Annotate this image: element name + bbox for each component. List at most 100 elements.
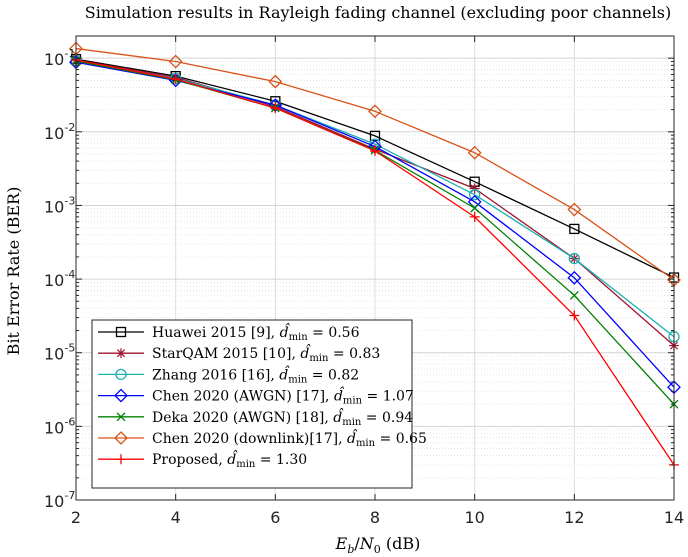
legend-subscript: min <box>342 417 362 428</box>
y-tick-label: 10-5 <box>44 342 75 364</box>
data-point <box>268 74 283 89</box>
legend-equals: = <box>308 325 329 341</box>
data-point <box>568 252 580 265</box>
y-tick-base: 10 <box>44 271 64 290</box>
legend-equals: = <box>255 452 276 468</box>
data-point <box>370 145 380 156</box>
legend-subscript: min <box>289 332 309 343</box>
series-6 <box>71 55 679 470</box>
legend-dhat: d̂ <box>279 364 289 383</box>
y-tick-base: 10 <box>44 197 64 216</box>
x-tick-label: 2 <box>71 508 81 527</box>
y-tick-exponent: -4 <box>64 268 75 281</box>
legend-equals: = <box>375 431 396 447</box>
axis-ticks <box>75 35 675 501</box>
x-tick-label: 12 <box>564 508 584 527</box>
legend-value: 0.94 <box>382 410 413 426</box>
legend-label-text: Zhang 2016 [16], <box>152 367 279 383</box>
legend-item: Chen 2020 (downlink)[17], d̂min = 0.65 <box>98 428 427 449</box>
legend-swatch-marker <box>115 368 127 381</box>
data-point <box>567 270 582 285</box>
legend-equals: = <box>328 346 349 362</box>
x-tick-label: 6 <box>270 508 280 527</box>
legend-label: StarQAM 2015 [10], d̂min = 0.83 <box>152 343 380 364</box>
data-point <box>569 310 580 321</box>
legend-swatch-marker <box>116 348 126 359</box>
y-tick-exponent: -6 <box>64 415 75 428</box>
data-point <box>467 145 482 160</box>
x-label-part: b <box>347 543 354 556</box>
legend-dhat: d̂ <box>333 407 343 426</box>
x-tick-label: 4 <box>171 508 181 527</box>
legend-swatch-marker <box>114 431 128 445</box>
y-tick-exponent: -2 <box>64 121 75 134</box>
x-label-part: E <box>335 534 348 553</box>
legend-value: 1.07 <box>383 389 414 405</box>
y-tick-base: 10 <box>44 345 64 364</box>
x-tick-label: 10 <box>464 508 484 527</box>
legend-item: Chen 2020 (AWGN) [17], d̂min = 1.07 <box>98 386 414 407</box>
legend-value: 0.83 <box>349 346 380 362</box>
legend-dhat: d̂ <box>334 386 344 405</box>
legend-dhat: d̂ <box>300 343 310 362</box>
series-line <box>75 47 675 281</box>
data-point <box>469 183 480 194</box>
y-tick-base: 10 <box>44 492 64 511</box>
y-tick-base: 10 <box>44 124 64 143</box>
legend-label-text: Huawei 2015 [9], <box>152 325 280 341</box>
series-layer <box>69 41 681 470</box>
legend-value: 0.65 <box>396 431 427 447</box>
legend-box <box>91 319 413 489</box>
legend-label-text: Chen 2020 (downlink)[17], <box>152 431 347 447</box>
y-tick-exponent: -7 <box>64 489 75 502</box>
legend-subscript: min <box>288 374 308 385</box>
legend-subscript: min <box>356 438 376 449</box>
x-label-part: N <box>359 534 375 553</box>
legend-label: Deka 2020 (AWGN) [18], d̂min = 0.94 <box>152 407 413 428</box>
x-label-part: (dB) <box>381 534 421 553</box>
y-tick-label: 10-3 <box>44 194 75 216</box>
legend-dhat: d̂ <box>280 322 290 341</box>
x-label-part: / <box>354 534 360 553</box>
legend-swatch-marker <box>115 326 127 338</box>
x-label-part: 0 <box>374 543 381 556</box>
chart-title: Simulation results in Rayleigh fading ch… <box>85 3 671 22</box>
data-point <box>270 103 281 114</box>
legend-label-text: Deka 2020 (AWGN) [18], <box>152 410 333 426</box>
x-tick-label: 8 <box>370 508 380 527</box>
y-tick-exponent: -3 <box>64 194 75 207</box>
legend-swatch-marker <box>116 412 126 422</box>
x-axis-label: Eb/N0 (dB) <box>335 534 421 556</box>
legend-subscript: min <box>343 396 363 407</box>
legend-equals: = <box>307 367 328 383</box>
data-point <box>170 74 181 85</box>
data-point <box>469 211 480 222</box>
legend-item: Deka 2020 (AWGN) [18], d̂min = 0.94 <box>98 407 413 428</box>
legend-label: Proposed, d̂min = 1.30 <box>152 449 307 470</box>
y-tick-label: 10-7 <box>44 489 75 511</box>
legend-label: Zhang 2016 [16], d̂min = 0.82 <box>152 364 359 385</box>
data-point <box>168 54 183 69</box>
y-tick-label: 10-2 <box>44 121 75 143</box>
series-5 <box>69 41 681 287</box>
legend-value: 0.82 <box>328 367 359 383</box>
legend-dhat: d̂ <box>227 449 237 468</box>
legend-label: Chen 2020 (AWGN) [17], d̂min = 1.07 <box>152 386 414 407</box>
legend-dhat: d̂ <box>347 428 357 447</box>
legend-equals: = <box>361 410 382 426</box>
data-point <box>569 290 579 300</box>
legend-value: 0.56 <box>328 325 359 341</box>
legend-label-text: Chen 2020 (AWGN) [17], <box>152 389 334 405</box>
data-point <box>368 104 382 119</box>
legend-subscript: min <box>309 353 329 364</box>
data-point <box>470 203 480 213</box>
y-tick-exponent: -5 <box>64 342 75 355</box>
y-tick-label: 10-4 <box>44 268 75 290</box>
data-point <box>567 202 582 217</box>
legend-subscript: min <box>236 459 256 470</box>
legend-item: Zhang 2016 [16], d̂min = 0.82 <box>98 364 359 385</box>
legend-item: StarQAM 2015 [10], d̂min = 0.83 <box>98 343 380 364</box>
legend-label: Huawei 2015 [9], d̂min = 0.56 <box>152 322 360 343</box>
